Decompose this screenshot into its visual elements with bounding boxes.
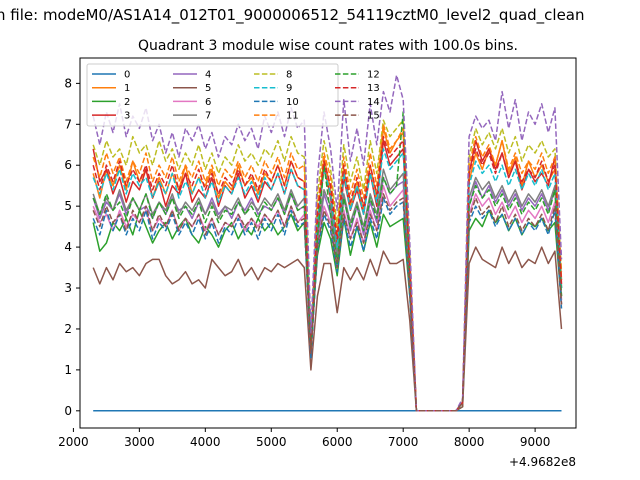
- legend-label-14: 14: [367, 97, 380, 108]
- x-tick-label: 2000: [58, 435, 89, 449]
- y-tick-label: 2: [64, 322, 72, 336]
- legend-label-10: 10: [286, 97, 299, 108]
- legend-label-3: 3: [124, 111, 130, 122]
- y-axis: 0 1 2 3 4 5 6 7 8: [64, 76, 80, 418]
- series-line-10: [92, 197, 563, 412]
- legend-label-5: 5: [205, 83, 211, 94]
- legend-label-1: 1: [124, 83, 130, 94]
- x-tick-label: 5000: [256, 435, 287, 449]
- legend-label-8: 8: [286, 70, 292, 81]
- legend-label-7: 7: [205, 111, 211, 122]
- x-axis: 2000 3000 4000 5000 6000 7000 8000 9000: [58, 428, 550, 449]
- legend-label-2: 2: [124, 97, 130, 108]
- series-line-2: [92, 209, 563, 412]
- legend-label-13: 13: [367, 83, 380, 94]
- series-line-11: [92, 123, 563, 412]
- series-line-15: [92, 193, 563, 412]
- chart-title: Quadrant 3 module wise count rates with …: [138, 38, 518, 54]
- y-tick-label: 3: [64, 281, 72, 295]
- legend-label-6: 6: [205, 97, 211, 108]
- x-tick-label: 3000: [124, 435, 155, 449]
- series-line-7: [92, 168, 563, 412]
- legend-label-9: 9: [286, 83, 292, 94]
- legend-label-15: 15: [367, 111, 380, 122]
- series-line-5: [92, 246, 563, 412]
- legend-label-11: 11: [286, 111, 299, 122]
- x-tick-label: 9000: [520, 435, 551, 449]
- legend-box: [86, 63, 339, 127]
- plot-lines: [92, 74, 563, 412]
- y-tick-label: 6: [64, 158, 72, 172]
- y-tick-label: 1: [64, 363, 72, 377]
- plot-frame: [79, 57, 577, 429]
- y-tick-label: 8: [64, 76, 72, 90]
- series-line-8: [92, 119, 563, 412]
- x-tick-label: 7000: [388, 435, 419, 449]
- series-line-14: [92, 74, 563, 412]
- legend-label-4: 4: [205, 70, 211, 81]
- series-line-12: [92, 111, 563, 412]
- x-offset-label: +4.9682e8: [509, 455, 576, 469]
- y-tick-label: 5: [64, 199, 72, 213]
- legend-label-0: 0: [124, 70, 130, 81]
- x-tick-label: 8000: [454, 435, 485, 449]
- series-line-13: [92, 135, 563, 412]
- x-tick-label: 6000: [322, 435, 353, 449]
- y-tick-label: 7: [64, 117, 72, 131]
- y-tick-label: 4: [64, 240, 72, 254]
- x-tick-label: 4000: [190, 435, 221, 449]
- figure-suptitle: n file: modeM0/AS1A14_012T01_9000006512_…: [0, 6, 585, 24]
- series-line-1: [92, 127, 563, 412]
- y-tick-label: 0: [64, 404, 72, 418]
- legend-label-12: 12: [367, 70, 380, 81]
- series-line-9: [92, 148, 563, 412]
